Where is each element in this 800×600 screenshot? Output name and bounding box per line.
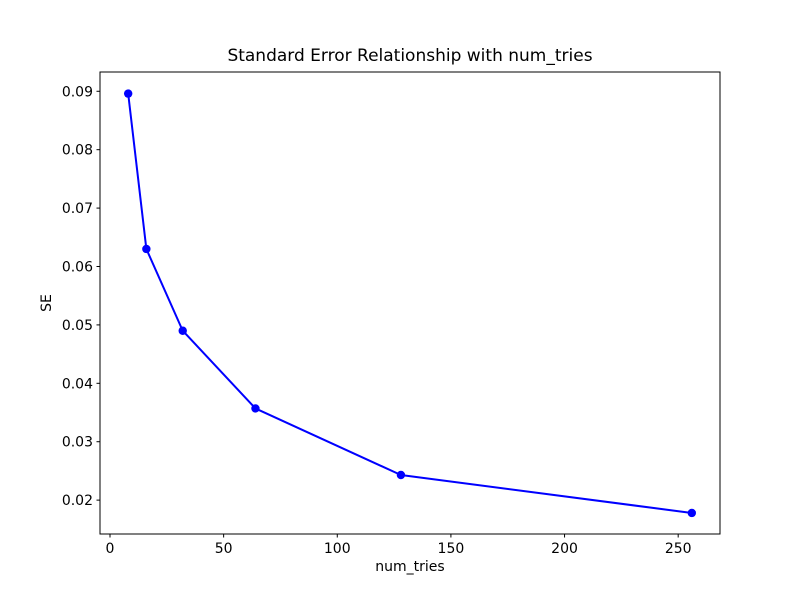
y-axis-label: SE	[39, 294, 55, 312]
x-tick-label: 200	[551, 541, 578, 557]
x-tick-label: 250	[665, 541, 692, 557]
x-tick-label: 0	[106, 541, 115, 557]
x-tick-label: 50	[215, 541, 233, 557]
axes-frame	[99, 71, 721, 535]
y-tick-label: 0.05	[62, 318, 93, 334]
y-tick-label: 0.06	[62, 259, 93, 275]
data-point-marker	[687, 508, 697, 518]
data-point-marker	[178, 326, 187, 335]
y-tick-label: 0.07	[62, 201, 93, 217]
y-tick-label: 0.03	[62, 435, 93, 451]
data-line	[127, 92, 693, 514]
y-tick-label: 0.08	[62, 143, 93, 159]
data-point-marker	[123, 89, 133, 98]
data-point-marker	[142, 244, 151, 254]
x-tick-label: 150	[438, 541, 465, 557]
data-point-marker	[251, 404, 260, 413]
x-tick-label: 100	[324, 541, 351, 557]
y-tick-label: 0.04	[62, 376, 93, 392]
y-tick-label: 0.09	[62, 84, 93, 100]
y-tick-label: 0.02	[62, 493, 93, 509]
data-point-marker	[396, 470, 406, 480]
chart-title: Standard Error Relationship with num_tri…	[227, 46, 593, 66]
x-axis-label: num_tries	[375, 559, 445, 575]
